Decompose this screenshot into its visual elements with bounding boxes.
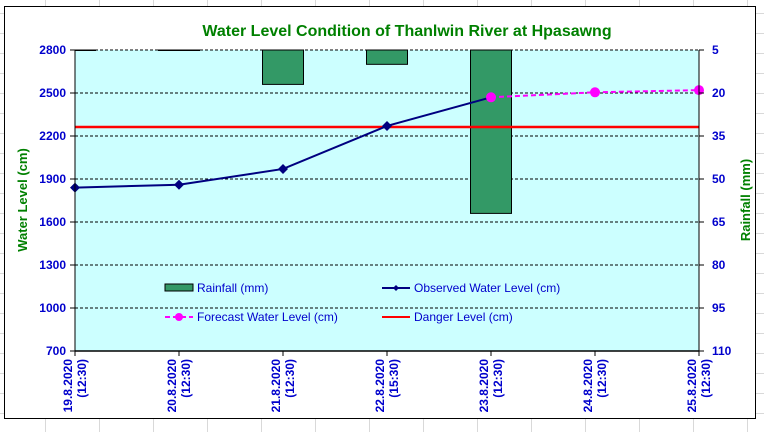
plot-area: 700 1000 1300 1600 1900 2200 2500 2800 5 20 35 50 65…: [39, 43, 731, 412]
observed-point: [174, 179, 184, 190]
legend-rainfall-swatch: [164, 283, 194, 292]
y-tick-label: 2200: [39, 129, 66, 143]
y-tick-label: 700: [46, 344, 66, 358]
y-tick-label: 2500: [39, 86, 66, 100]
x-tick-label: (12:30): [699, 359, 713, 398]
rainfall-bar: [366, 49, 408, 65]
forecast-point: [590, 87, 600, 98]
legend-observed-label: Observed Water Level (cm): [414, 281, 560, 295]
y-tick-label: 1300: [39, 258, 66, 272]
x-tick-label: (12:30): [491, 359, 505, 398]
chart-title: Water Level Condition of Thanlwin River …: [202, 23, 611, 40]
legend-forecast-marker: [175, 313, 183, 321]
x-tick-label: 23.8.2020: [477, 359, 491, 413]
y2-tick-label: 20: [712, 86, 726, 100]
legend: Rainfall (mm) Observed Water Level (cm) Fo…: [164, 281, 560, 324]
x-tick-label: (15:30): [387, 359, 401, 398]
y-axis-title: Water Level (cm): [15, 148, 30, 252]
y2-tick-label: 80: [712, 258, 726, 272]
legend-danger-label: Danger Level (cm): [414, 310, 513, 324]
y-tick-label: 1900: [39, 172, 66, 186]
y2-tick-label: 65: [712, 215, 726, 229]
x-tick-label: 21.8.2020: [269, 359, 283, 413]
y2-tick-label: 110: [712, 344, 732, 358]
observed-point: [278, 163, 288, 174]
rainfall-bar: [262, 49, 304, 85]
x-tick-label: 20.8.2020: [165, 359, 179, 413]
x-tick-label: (12:30): [595, 359, 609, 398]
x-tick-label: 24.8.2020: [581, 359, 595, 413]
legend-rainfall-label: Rainfall (mm): [197, 281, 268, 295]
legend-observed-marker: [393, 285, 399, 291]
rainfall-bar: [158, 49, 200, 51]
x-tick-label: 19.8.2020: [61, 359, 75, 413]
x-tick-label: 22.8.2020: [373, 359, 387, 413]
y2-axis-title: Rainfall (mm): [738, 159, 753, 241]
y-tick-label: 1000: [39, 301, 66, 315]
x-tick-label: (12:30): [75, 359, 89, 398]
legend-forecast-label: Forecast Water Level (cm): [197, 310, 338, 324]
plot-background: [75, 50, 699, 351]
y2-tick-label: 5: [712, 43, 719, 57]
y-tick-label: 1600: [39, 215, 66, 229]
y2-tick-label: 35: [712, 129, 726, 143]
x-tick-label: (12:30): [179, 359, 193, 398]
y-tick-label: 2800: [39, 43, 66, 57]
observed-point: [382, 120, 392, 131]
forecast-point: [486, 92, 496, 103]
rainfall-bar: [470, 49, 512, 214]
x-tick-label: (12:30): [283, 359, 297, 398]
y2-tick-label: 50: [712, 172, 726, 186]
x-tick-label: 25.8.2020: [685, 359, 699, 413]
y2-tick-label: 95: [712, 301, 726, 315]
